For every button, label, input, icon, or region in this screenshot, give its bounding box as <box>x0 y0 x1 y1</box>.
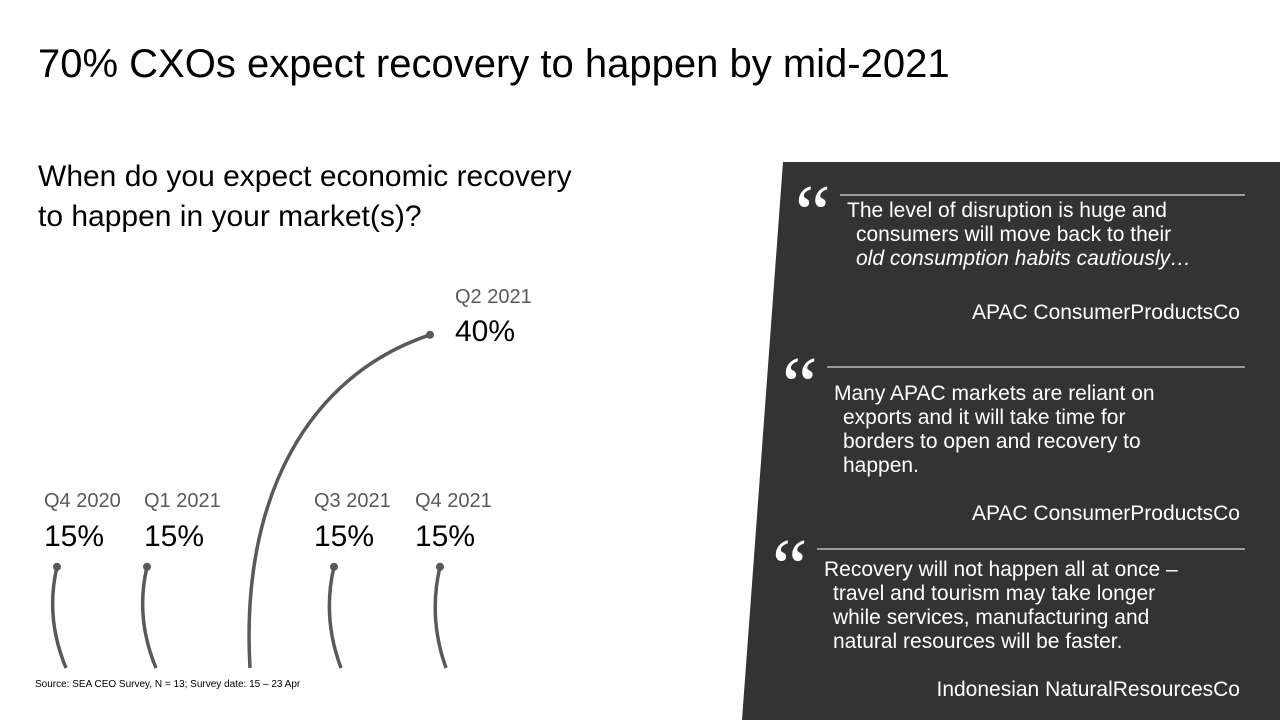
curve <box>433 566 448 669</box>
quote-line: borders to open and recovery to <box>843 430 1141 453</box>
category-label: Q4 2021 <box>415 490 492 512</box>
quote-author: APAC ConsumerProductsCo <box>972 502 1240 525</box>
quote-author: Indonesian NaturalResourcesCo <box>936 678 1240 701</box>
value-label: 15% <box>44 520 104 553</box>
quote-line: consumers will move back to their <box>856 223 1171 246</box>
value-label: 15% <box>314 520 374 553</box>
quote-line: happen. <box>843 454 919 477</box>
curve-dot <box>330 562 338 571</box>
curve-dot <box>426 330 434 339</box>
quote-mark: “ <box>772 524 808 612</box>
quote-panel <box>742 162 1280 720</box>
value-label: 15% <box>144 520 204 553</box>
quote-line: Many APAC markets are reliant on <box>834 382 1155 405</box>
quote-line: while services, manufacturing and <box>832 606 1149 629</box>
quote-mark: “ <box>782 342 818 430</box>
quote-line: natural resources will be faster. <box>833 630 1122 653</box>
curve <box>247 333 431 669</box>
curve-dot <box>53 562 61 571</box>
curve-dot <box>143 562 151 571</box>
source: Source: SEA CEO Survey, N = 13; Survey d… <box>35 679 301 690</box>
category-label: Q3 2021 <box>314 490 391 512</box>
slide-title: 70% CXOs expect recovery to happen by mi… <box>38 42 950 86</box>
chart-title-line: When do you expect economic recovery <box>38 160 572 193</box>
curve-dot <box>436 562 444 571</box>
curve <box>140 566 158 669</box>
quote-author: APAC ConsumerProductsCo <box>972 301 1240 324</box>
curve <box>327 566 343 669</box>
quote-line: travel and tourism may take longer <box>833 582 1155 605</box>
quote-line: old consumption habits cautiously… <box>856 247 1191 270</box>
quote-mark: “ <box>795 170 831 258</box>
value-label: 15% <box>415 520 475 553</box>
value-label: 40% <box>455 315 515 348</box>
quote-line: exports and it will take time for <box>843 406 1125 429</box>
quote-line: Recovery will not happen all at once – <box>824 558 1178 581</box>
category-label: Q4 2020 <box>44 490 121 512</box>
quote-line: The level of disruption is huge and <box>847 199 1167 222</box>
chart-title-line: to happen in your market(s)? <box>38 200 422 233</box>
category-label: Q1 2021 <box>144 490 221 512</box>
category-label: Q2 2021 <box>455 286 532 308</box>
curve <box>50 566 68 669</box>
